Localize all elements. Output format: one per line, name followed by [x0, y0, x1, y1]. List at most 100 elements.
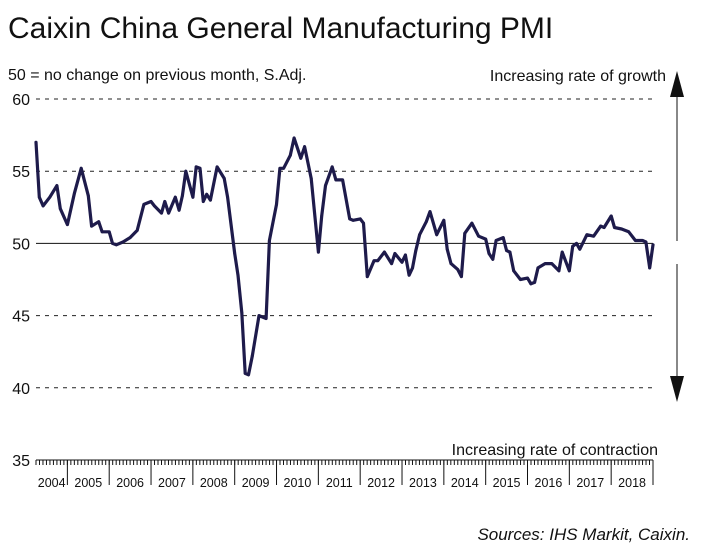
data-point — [86, 194, 90, 198]
data-point — [358, 217, 362, 221]
x-tick-label-2005: 2005 — [74, 476, 102, 490]
gridlines — [36, 98, 653, 389]
data-point — [73, 191, 76, 195]
data-point — [477, 234, 480, 238]
data-point — [278, 166, 282, 170]
data-point — [348, 217, 352, 221]
data-point — [400, 260, 404, 264]
data-point — [644, 240, 648, 244]
y-tick-label-40: 40 — [12, 381, 30, 398]
data-point — [243, 371, 247, 375]
x-tick-label-2006: 2006 — [116, 476, 144, 490]
annotation-growth: Increasing rate of growth — [490, 68, 666, 85]
data-point — [567, 269, 571, 273]
data-point — [288, 153, 292, 157]
data-point — [634, 239, 637, 242]
data-point — [275, 203, 278, 206]
x-tick-label-2014: 2014 — [451, 476, 479, 490]
data-point — [111, 242, 114, 245]
chart-title: Caixin China General Manufacturing PMI — [8, 12, 554, 45]
data-point — [418, 233, 421, 237]
data-point — [233, 252, 237, 255]
data-point — [494, 239, 498, 242]
chart-subtitle: 50 = no change on previous month, S.Adj. — [8, 67, 306, 84]
data-point — [627, 230, 631, 234]
data-point — [299, 156, 303, 160]
data-point — [177, 208, 181, 212]
series-line-pmi — [34, 136, 655, 377]
data-point — [487, 252, 491, 255]
data-point — [309, 177, 313, 180]
data-point — [316, 250, 320, 254]
y-tick-label-55: 55 — [12, 164, 30, 181]
data-point — [445, 247, 449, 251]
data-point — [651, 243, 655, 247]
data-point — [578, 247, 582, 251]
data-point — [390, 262, 393, 266]
y-tick-label-35: 35 — [12, 453, 30, 470]
y-axis: 35 40 45 50 55 60 — [12, 92, 30, 470]
data-point — [334, 178, 338, 182]
data-point — [236, 273, 240, 277]
data-point — [152, 204, 156, 208]
data-point — [383, 250, 386, 254]
data-point — [463, 231, 467, 235]
data-point — [550, 262, 554, 266]
data-point — [163, 200, 167, 203]
data-point — [609, 214, 613, 218]
data-point — [128, 236, 132, 240]
data-point — [435, 233, 439, 237]
data-point — [449, 262, 453, 266]
data-point — [114, 243, 118, 247]
data-point — [257, 314, 261, 317]
data-point — [268, 239, 271, 242]
data-point — [407, 273, 411, 277]
y-tick-label-60: 60 — [12, 92, 30, 109]
data-point — [501, 236, 505, 240]
data-point — [491, 257, 495, 261]
data-point — [424, 220, 428, 224]
data-point — [191, 195, 195, 199]
data-point — [173, 195, 177, 199]
data-point — [292, 136, 296, 140]
x-tick-label-2010: 2010 — [284, 476, 312, 490]
data-point — [201, 200, 205, 203]
data-point — [194, 165, 198, 169]
data-point — [142, 203, 146, 206]
data-point — [411, 266, 414, 270]
data-point — [526, 276, 529, 280]
data-point — [428, 210, 432, 214]
x-tick-label-2013: 2013 — [409, 476, 437, 490]
data-point — [324, 184, 327, 188]
data-point — [205, 192, 209, 196]
data-point — [560, 250, 564, 254]
data-point — [250, 354, 254, 358]
series-group — [34, 136, 655, 377]
annotation-contraction: Increasing rate of contraction — [452, 442, 658, 459]
data-point — [247, 373, 250, 377]
data-point — [529, 282, 533, 286]
data-point — [414, 249, 418, 253]
x-tick-label-2009: 2009 — [242, 476, 270, 490]
x-tick-label-2016: 2016 — [535, 476, 563, 490]
y-tick-label-45: 45 — [12, 309, 30, 326]
data-point — [167, 211, 171, 215]
data-point — [184, 169, 188, 173]
data-point — [160, 211, 163, 215]
data-point — [442, 218, 446, 222]
data-point — [362, 221, 365, 225]
data-point — [149, 200, 153, 203]
data-point — [599, 224, 603, 228]
data-point — [648, 266, 652, 270]
data-point — [97, 220, 101, 224]
data-point — [65, 223, 69, 227]
data-point — [365, 275, 369, 279]
data-point — [620, 227, 624, 231]
data-point — [341, 178, 345, 182]
data-point — [121, 240, 125, 244]
data-point — [34, 140, 38, 144]
data-point — [403, 253, 407, 257]
growth-arrow-head — [670, 71, 684, 97]
data-point — [470, 221, 474, 225]
data-point — [313, 216, 317, 219]
